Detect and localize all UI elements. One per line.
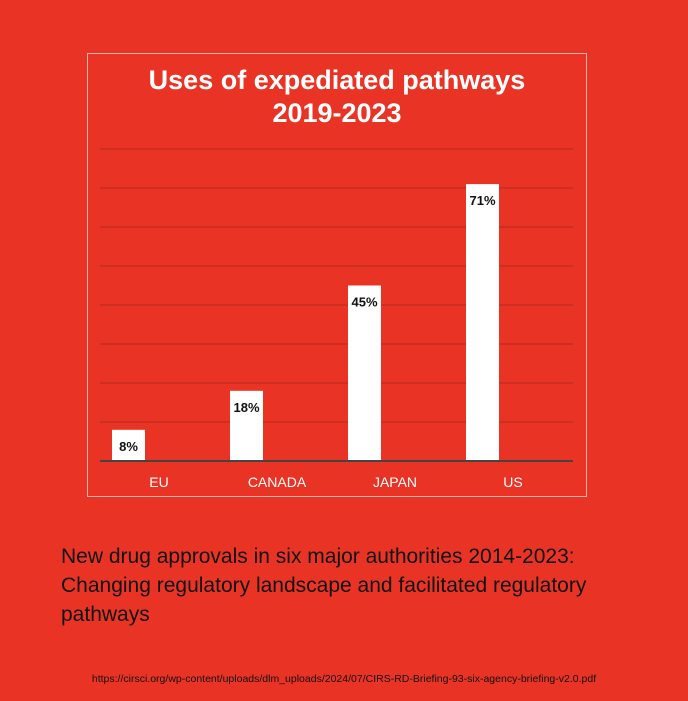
bar-eu [112, 429, 145, 461]
data-label: 45% [351, 295, 377, 310]
bar-japan [348, 285, 381, 461]
x-tick-label: US [503, 474, 522, 490]
bar-us [466, 184, 499, 461]
chart-title-line-2: 2019-2023 [272, 98, 402, 128]
chart-title-line-1: Uses of expediated pathways [148, 65, 526, 95]
x-tick-label: EU [149, 474, 168, 490]
x-tick-label: CANADA [248, 474, 307, 490]
chart-frame [87, 53, 587, 497]
caption: New drug approvals in six major authorit… [61, 545, 587, 626]
data-label: 8% [119, 439, 138, 454]
chart-title: Uses of expediated pathways 2019-2023 [87, 64, 587, 130]
data-label: 71% [469, 193, 495, 208]
source-url[interactable]: https://cirsci.org/wp-content/uploads/dl… [91, 673, 597, 685]
x-tick-label: JAPAN [373, 474, 417, 490]
bar-canada [230, 390, 263, 461]
data-label: 18% [233, 400, 259, 415]
